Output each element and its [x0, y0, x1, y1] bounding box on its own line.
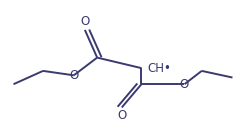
Text: O: O [180, 78, 189, 91]
Text: O: O [117, 109, 126, 121]
Text: O: O [69, 69, 78, 82]
Text: CH•: CH• [148, 62, 171, 75]
Text: O: O [80, 15, 90, 28]
